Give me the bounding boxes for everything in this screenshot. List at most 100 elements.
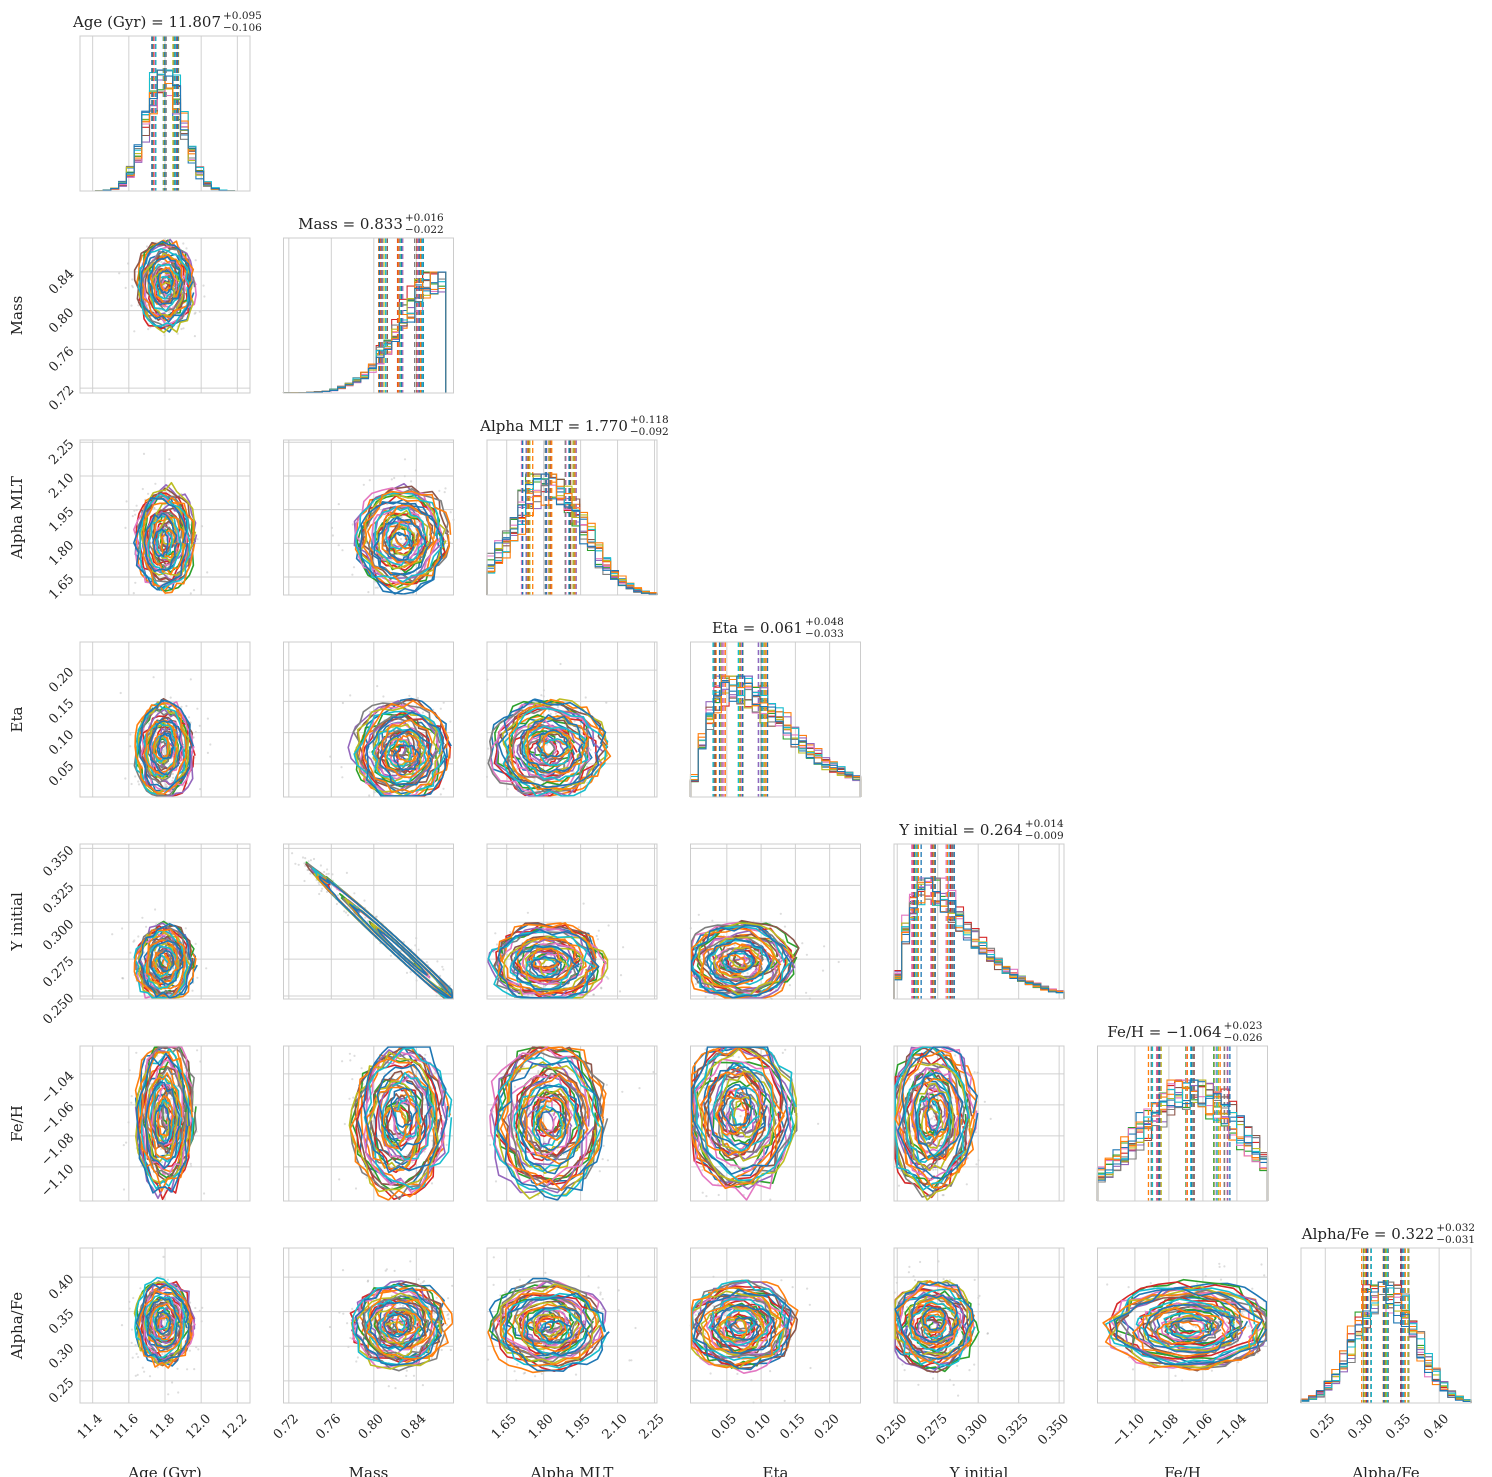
scatter-point	[307, 860, 310, 863]
minus-error: −0.033	[805, 628, 844, 640]
contour	[509, 944, 573, 992]
scatter-point	[489, 1143, 492, 1146]
contour	[512, 944, 580, 991]
contour	[154, 1103, 172, 1146]
contour	[362, 1046, 449, 1174]
scatter-point	[399, 1303, 402, 1306]
contour	[707, 1062, 768, 1147]
scatter-point	[124, 286, 127, 289]
ytick-label-alpha_fe: 0.25	[46, 1376, 77, 1407]
contour	[385, 521, 412, 550]
minus-error: −0.106	[223, 22, 262, 34]
scatter-point	[189, 678, 192, 681]
scatter-point	[599, 1291, 602, 1294]
contour	[1144, 1304, 1240, 1354]
scatter-point	[141, 487, 144, 491]
contour	[318, 875, 454, 999]
scatter-point	[374, 586, 377, 589]
scatter-point	[366, 1280, 369, 1283]
scatter-point	[309, 872, 312, 875]
scatter-point	[710, 1078, 713, 1081]
contour	[365, 1086, 423, 1171]
scatter-point	[973, 1278, 976, 1281]
scatter-point	[445, 1340, 448, 1343]
scatter-point	[582, 902, 585, 905]
contour	[497, 928, 600, 999]
contour	[155, 529, 173, 558]
scatter-point	[416, 696, 419, 700]
scatter-point	[592, 993, 596, 996]
contour	[350, 905, 454, 999]
contour	[535, 1315, 567, 1340]
scatter-point	[171, 779, 174, 782]
scatter-point	[111, 933, 114, 936]
scatter-point	[597, 929, 600, 932]
scatter-point	[375, 915, 378, 918]
scatter-point	[956, 1139, 960, 1142]
scatter-point	[142, 951, 146, 954]
scatter-point	[423, 1280, 426, 1283]
scatter-point	[137, 304, 140, 307]
contour	[690, 1046, 790, 1175]
histogram-mass	[282, 271, 454, 394]
contour	[906, 1082, 956, 1172]
contour	[531, 955, 563, 979]
scatter-point	[965, 1183, 968, 1186]
scatter-point	[901, 1363, 904, 1366]
contour	[148, 263, 182, 312]
scatter-point	[522, 1372, 525, 1375]
ytick-label-eta: 0.20	[46, 665, 77, 696]
ylabel-y_initial: Y initial	[8, 892, 26, 952]
scatter-point	[348, 1097, 351, 1100]
scatter-point	[335, 902, 338, 906]
contour	[732, 946, 763, 969]
contour	[138, 252, 194, 334]
scatter-point	[600, 986, 603, 989]
contour	[710, 1299, 773, 1352]
scatter-point	[323, 870, 326, 874]
scatter-point	[903, 1369, 906, 1372]
scatter-point	[196, 976, 199, 979]
scatter-point	[131, 284, 134, 287]
scatter-point	[570, 1109, 573, 1112]
scatter-point	[135, 1051, 138, 1054]
panel-frame	[283, 641, 454, 798]
contour	[395, 1311, 422, 1336]
ylabel-mass: Mass	[8, 296, 26, 336]
scatter-point	[711, 919, 714, 922]
contour	[528, 946, 560, 969]
scatter-point	[1263, 1274, 1266, 1277]
ytick-label-y_initial: 0.250	[40, 991, 77, 1028]
scatter-point	[153, 506, 156, 509]
scatter-point	[309, 859, 312, 862]
scatter-point	[368, 794, 371, 797]
scatter-point	[122, 977, 125, 980]
scatter-point	[907, 1271, 911, 1274]
contour	[690, 1046, 786, 1190]
contour	[499, 1283, 601, 1365]
contour	[373, 516, 429, 576]
contour	[361, 488, 450, 583]
scatter-point	[134, 513, 137, 516]
contour	[724, 950, 756, 973]
contour	[910, 1078, 963, 1161]
contour	[729, 1085, 761, 1129]
scatter-point	[353, 1054, 356, 1057]
histogram-alpha_mlt	[486, 473, 658, 595]
contour	[150, 719, 185, 777]
scatter-point	[129, 951, 132, 954]
contour	[143, 512, 179, 572]
scatter-point	[595, 934, 598, 938]
scatter-point	[543, 985, 547, 988]
scatter-point	[439, 974, 442, 978]
scatter-point	[343, 910, 346, 913]
scatter-point	[948, 1279, 952, 1282]
scatter-point	[973, 1071, 976, 1074]
histogram-y_initial	[893, 877, 1065, 999]
plus-error: +0.016	[405, 212, 444, 224]
contour	[342, 897, 450, 997]
scatter-point	[596, 938, 600, 941]
contour	[359, 501, 445, 595]
scatter-point	[940, 1141, 943, 1144]
contour	[707, 939, 771, 986]
